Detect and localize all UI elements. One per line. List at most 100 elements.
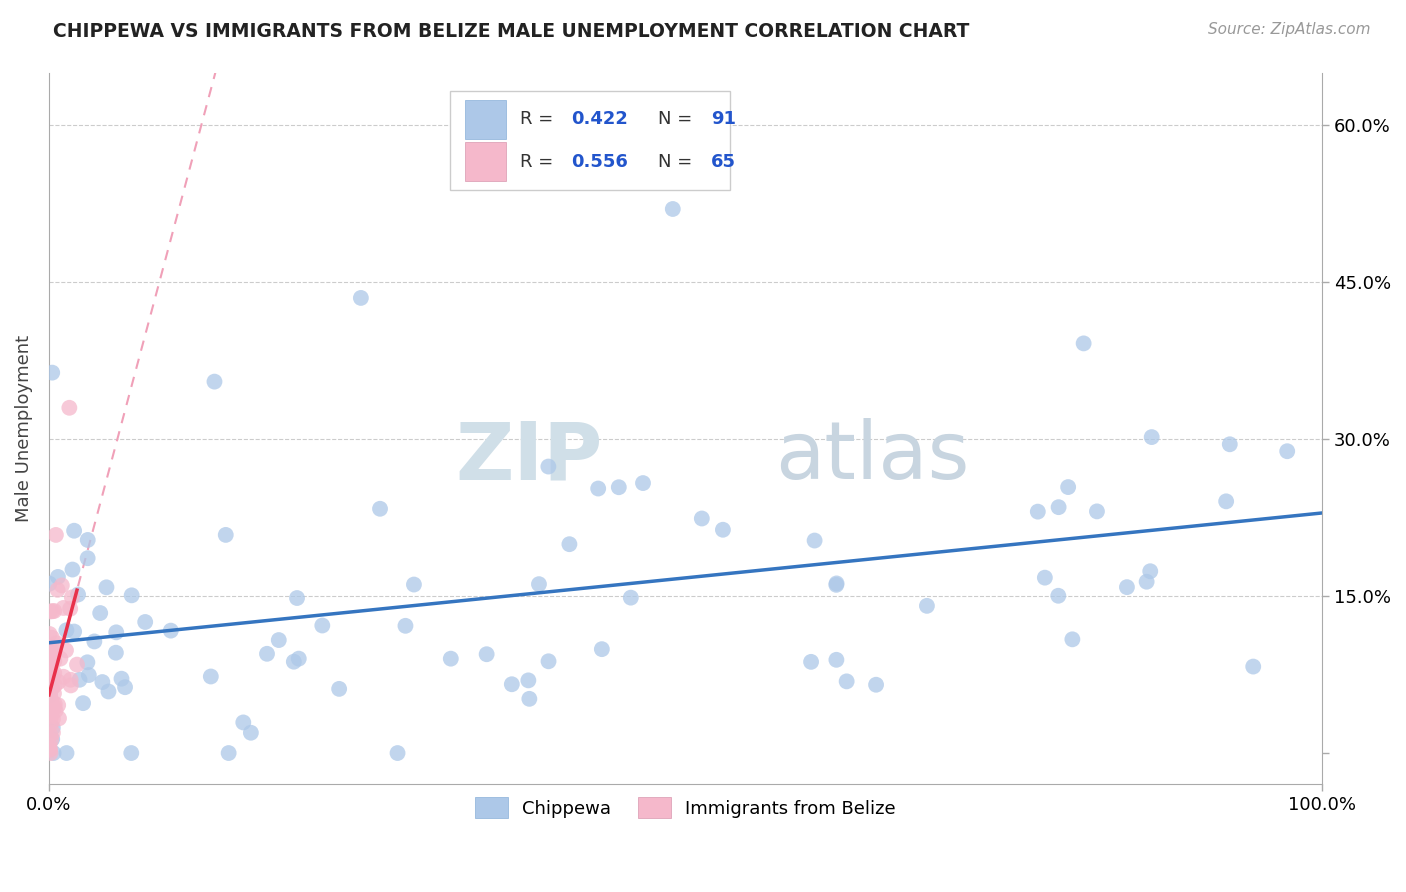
Point	[38, 739, 60, 753]
Text: N =: N =	[658, 153, 697, 171]
Point	[915, 599, 938, 613]
Point	[517, 691, 540, 706]
Point	[39, 746, 62, 760]
Point	[1139, 564, 1161, 578]
Point	[501, 677, 523, 691]
Point	[97, 684, 120, 698]
Point	[200, 669, 222, 683]
Text: 65: 65	[711, 153, 735, 171]
Point	[387, 746, 409, 760]
Point	[440, 651, 463, 665]
Point	[44, 654, 66, 668]
Point	[328, 681, 350, 696]
Point	[586, 482, 609, 496]
Point	[41, 681, 63, 695]
Point	[517, 673, 540, 688]
Point	[41, 732, 63, 747]
FancyBboxPatch shape	[450, 91, 730, 190]
Point	[267, 633, 290, 648]
Point	[91, 675, 114, 690]
Point	[134, 615, 156, 629]
Point	[58, 401, 80, 415]
Point	[45, 636, 67, 650]
Point	[607, 480, 630, 494]
Point	[45, 528, 67, 542]
Point	[39, 663, 62, 677]
Point	[41, 631, 63, 645]
Point	[865, 678, 887, 692]
Point	[52, 601, 75, 615]
Point	[620, 591, 643, 605]
Point	[256, 647, 278, 661]
Point	[825, 653, 848, 667]
Point	[41, 669, 63, 683]
Text: R =: R =	[520, 153, 560, 171]
FancyBboxPatch shape	[465, 100, 506, 139]
Point	[49, 651, 72, 665]
Point	[1215, 494, 1237, 508]
Point	[67, 588, 90, 602]
Point	[825, 576, 848, 591]
Point	[527, 577, 550, 591]
Point	[39, 653, 62, 667]
Point	[41, 366, 63, 380]
Point	[42, 712, 65, 726]
Point	[39, 707, 62, 722]
Point	[239, 725, 262, 739]
Point	[690, 511, 713, 525]
Point	[402, 577, 425, 591]
Text: 91: 91	[711, 111, 735, 128]
Point	[1047, 500, 1070, 515]
Point	[39, 670, 62, 684]
Point	[42, 726, 65, 740]
Point	[76, 551, 98, 566]
FancyBboxPatch shape	[465, 143, 506, 181]
Point	[287, 651, 309, 665]
Point	[72, 696, 94, 710]
Point	[44, 697, 66, 711]
Point	[42, 746, 65, 760]
Point	[38, 640, 60, 654]
Point	[38, 704, 60, 718]
Point	[59, 673, 82, 687]
Point	[218, 746, 240, 760]
Point	[475, 647, 498, 661]
Point	[41, 604, 63, 618]
Point	[76, 533, 98, 547]
Text: atlas: atlas	[775, 418, 969, 496]
Point	[39, 698, 62, 712]
Point	[48, 711, 70, 725]
Point	[46, 698, 69, 713]
Point	[38, 690, 60, 705]
Point	[60, 591, 83, 605]
Point	[114, 680, 136, 694]
Point	[1277, 444, 1299, 458]
Point	[662, 202, 685, 216]
Point	[76, 655, 98, 669]
Point	[1116, 580, 1139, 594]
Point	[39, 691, 62, 706]
Point	[42, 649, 65, 664]
Point	[39, 604, 62, 618]
Point	[1241, 659, 1264, 673]
Point	[1026, 505, 1049, 519]
Point	[39, 728, 62, 742]
Point	[38, 658, 60, 673]
Point	[39, 709, 62, 723]
Point	[46, 582, 69, 597]
Point	[110, 672, 132, 686]
Point	[537, 459, 560, 474]
Point	[631, 476, 654, 491]
Point	[711, 523, 734, 537]
Point	[77, 668, 100, 682]
Point	[38, 648, 60, 663]
Point	[591, 642, 613, 657]
Point	[39, 688, 62, 702]
Text: 0.556: 0.556	[571, 153, 628, 171]
Point	[283, 655, 305, 669]
Point	[38, 706, 60, 720]
Point	[89, 606, 111, 620]
Point	[39, 717, 62, 731]
Point	[44, 604, 66, 618]
Point	[46, 570, 69, 584]
